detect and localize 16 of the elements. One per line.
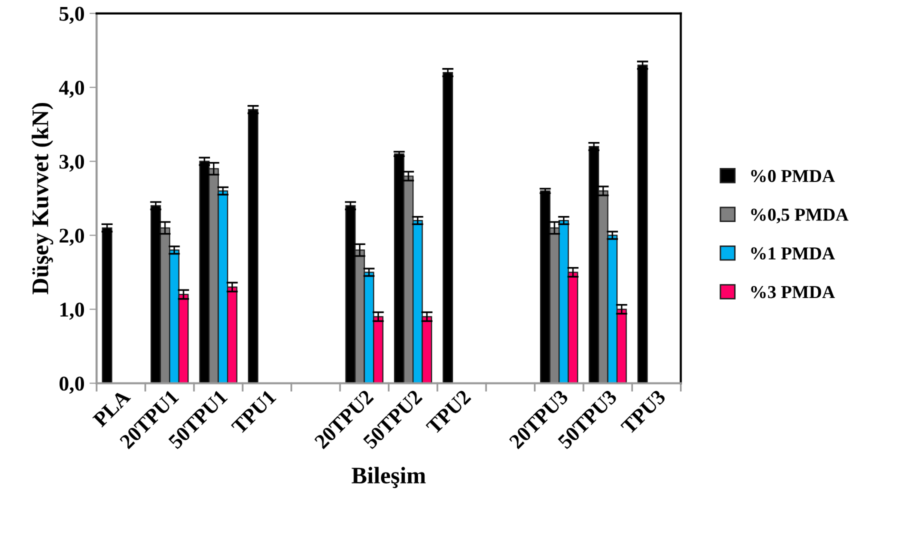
y-axis-title: Düşey Kuvvet (kN) xyxy=(32,102,54,294)
y-tick-label: 1,0 xyxy=(60,302,84,320)
legend-label: %0 PMDA xyxy=(751,170,835,182)
y-tick-label: 3,0 xyxy=(60,154,84,172)
y-tick-label: 0,0 xyxy=(60,376,84,394)
y-tick-label: 5,0 xyxy=(60,6,84,24)
legend-label: %3 PMDA xyxy=(751,286,835,298)
y-tick-label: 4,0 xyxy=(59,80,84,98)
bar xyxy=(102,227,112,384)
bar xyxy=(442,72,454,384)
bar xyxy=(637,64,648,384)
bar xyxy=(248,109,258,384)
x-axis-title: Bileşim xyxy=(352,466,426,488)
legend-label: %0,5 PMDA xyxy=(751,208,848,224)
y-tick-label: 2,0 xyxy=(60,228,84,246)
legend-label: %1 PMDA xyxy=(751,247,835,260)
